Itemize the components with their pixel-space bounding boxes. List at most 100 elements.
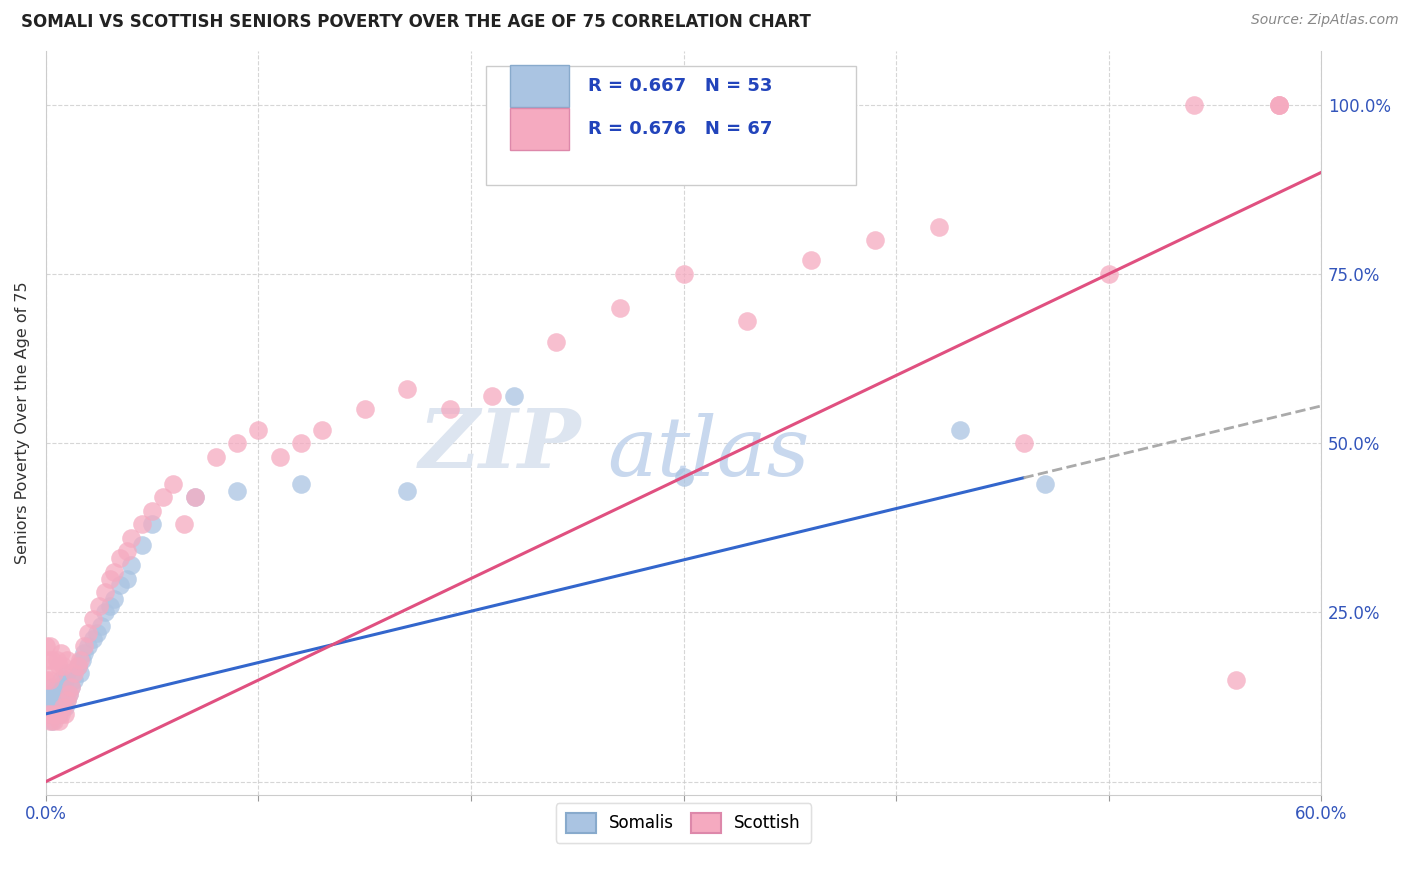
- Point: [87, 599, 110, 613]
- Point: [226, 483, 249, 498]
- Point: [247, 423, 270, 437]
- Point: [39, 687, 62, 701]
- Point: [141, 504, 163, 518]
- Point: [290, 476, 312, 491]
- Point: [37, 653, 59, 667]
- Text: R = 0.676   N = 67: R = 0.676 N = 67: [588, 120, 772, 138]
- Point: [53, 673, 76, 687]
- Point: [82, 632, 104, 647]
- Point: [94, 605, 117, 619]
- Point: [35, 673, 58, 687]
- Point: [56, 693, 79, 707]
- Point: [41, 714, 63, 728]
- FancyBboxPatch shape: [510, 108, 569, 150]
- Point: [41, 653, 63, 667]
- Point: [609, 301, 631, 315]
- Point: [37, 706, 59, 721]
- Point: [110, 551, 132, 566]
- Point: [110, 578, 132, 592]
- Point: [439, 402, 461, 417]
- Point: [1182, 98, 1205, 112]
- Point: [49, 646, 72, 660]
- Point: [41, 706, 63, 721]
- Point: [73, 646, 96, 660]
- Point: [115, 572, 138, 586]
- Point: [39, 639, 62, 653]
- Point: [48, 706, 70, 721]
- Point: [502, 389, 524, 403]
- Point: [481, 389, 503, 403]
- Point: [44, 687, 66, 701]
- Point: [41, 700, 63, 714]
- Point: [58, 687, 80, 701]
- Point: [52, 680, 75, 694]
- Point: [52, 693, 75, 707]
- Point: [49, 706, 72, 721]
- Point: [353, 402, 375, 417]
- Point: [1225, 673, 1247, 687]
- Point: [269, 450, 291, 464]
- Point: [86, 625, 108, 640]
- Y-axis label: Seniors Poverty Over the Age of 75: Seniors Poverty Over the Age of 75: [15, 282, 30, 564]
- Point: [48, 687, 70, 701]
- Point: [48, 659, 70, 673]
- Point: [82, 612, 104, 626]
- Point: [70, 653, 93, 667]
- Point: [103, 591, 125, 606]
- Point: [949, 423, 972, 437]
- Point: [45, 700, 67, 714]
- Point: [44, 666, 66, 681]
- Point: [56, 666, 79, 681]
- Point: [35, 639, 58, 653]
- Text: atlas: atlas: [607, 413, 810, 492]
- Point: [39, 700, 62, 714]
- Point: [45, 706, 67, 721]
- Point: [45, 680, 67, 694]
- Point: [69, 666, 91, 681]
- Point: [735, 314, 758, 328]
- Point: [184, 491, 207, 505]
- Point: [44, 693, 66, 707]
- Point: [152, 491, 174, 505]
- Point: [131, 517, 153, 532]
- Point: [60, 680, 83, 694]
- Point: [120, 558, 142, 572]
- Point: [1267, 98, 1289, 112]
- Point: [544, 334, 567, 349]
- Text: R = 0.667   N = 53: R = 0.667 N = 53: [588, 77, 772, 95]
- Point: [56, 653, 79, 667]
- Point: [173, 517, 195, 532]
- Point: [37, 693, 59, 707]
- Point: [73, 639, 96, 653]
- Point: [62, 673, 84, 687]
- Point: [37, 706, 59, 721]
- Point: [98, 572, 121, 586]
- Point: [131, 538, 153, 552]
- Point: [69, 653, 91, 667]
- FancyBboxPatch shape: [486, 66, 856, 185]
- Point: [77, 625, 100, 640]
- Legend: Somalis, Scottish: Somalis, Scottish: [555, 804, 811, 843]
- Point: [37, 700, 59, 714]
- Point: [672, 470, 695, 484]
- Point: [58, 687, 80, 701]
- Point: [1097, 267, 1119, 281]
- Point: [928, 219, 950, 234]
- Point: [41, 693, 63, 707]
- Text: ZIP: ZIP: [419, 405, 582, 485]
- FancyBboxPatch shape: [510, 65, 569, 106]
- Point: [1267, 98, 1289, 112]
- Point: [49, 673, 72, 687]
- Point: [45, 653, 67, 667]
- Point: [311, 423, 333, 437]
- Point: [44, 706, 66, 721]
- Point: [98, 599, 121, 613]
- Point: [396, 382, 419, 396]
- Point: [226, 436, 249, 450]
- Point: [396, 483, 419, 498]
- Point: [94, 585, 117, 599]
- Point: [77, 639, 100, 653]
- Text: SOMALI VS SCOTTISH SENIORS POVERTY OVER THE AGE OF 75 CORRELATION CHART: SOMALI VS SCOTTISH SENIORS POVERTY OVER …: [21, 13, 811, 31]
- Point: [863, 233, 886, 247]
- Point: [1267, 98, 1289, 112]
